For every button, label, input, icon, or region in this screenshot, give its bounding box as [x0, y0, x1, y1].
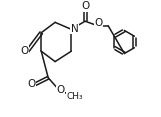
Text: O: O	[81, 1, 89, 11]
Text: N: N	[71, 24, 79, 34]
Text: O: O	[56, 85, 64, 95]
Text: O: O	[20, 46, 29, 56]
Text: CH₃: CH₃	[67, 92, 83, 101]
Text: O: O	[94, 18, 103, 28]
Text: O: O	[27, 79, 36, 89]
